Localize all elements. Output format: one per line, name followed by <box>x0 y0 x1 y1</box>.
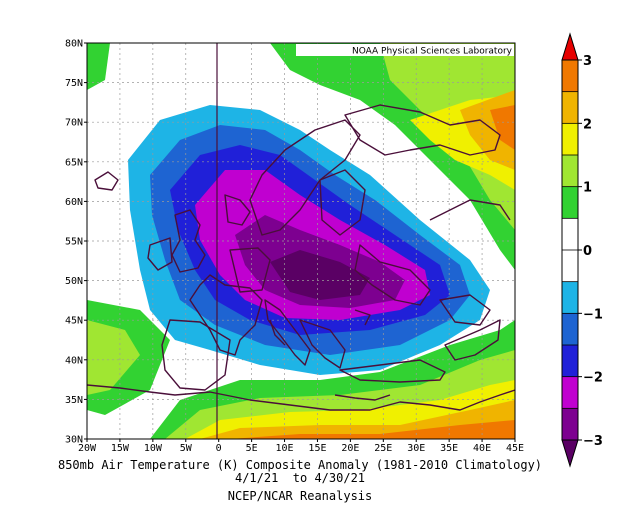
lon-tick-label: 15W <box>111 443 130 454</box>
lat-tick-label: 80N <box>65 39 83 50</box>
lon-tick-label: 35E <box>440 443 458 454</box>
latitude-axis-labels: 30N 35N 40N 45N 50N 55N 60N 65N 70N 75N 80N <box>65 39 87 446</box>
lon-tick-label: 25E <box>374 443 392 454</box>
caption-title: 850mb Air Temperature (K) Composite Anom… <box>57 458 543 472</box>
lat-tick-label: 70N <box>65 118 83 129</box>
lon-tick-label: 20W <box>78 443 97 454</box>
map-panel: NOAA Physical Sciences Laboratory <box>87 43 515 439</box>
colorbar-swatch <box>562 376 578 409</box>
colorbar-label: −1 <box>583 307 603 322</box>
lon-tick-label: 40E <box>473 443 491 454</box>
colorbar-swatch <box>562 186 578 219</box>
credit-text: NOAA Physical Sciences Laboratory <box>352 47 513 57</box>
lat-tick-label: 35N <box>65 395 83 406</box>
colorbar-swatch <box>562 218 578 250</box>
lon-tick-label: 45E <box>506 443 524 454</box>
colorbar-swatch <box>562 91 578 124</box>
lon-tick-label: 0 <box>216 443 222 454</box>
colorbar-label: 3 <box>583 54 592 69</box>
colorbar-swatch <box>562 281 578 314</box>
colorbar: 3 2 1 0 −1 −2 −3 <box>561 32 603 468</box>
colorbar-label: 1 <box>583 181 592 196</box>
colorbar-swatch <box>562 123 578 155</box>
cold-anomaly-fill <box>128 105 490 375</box>
credit-box <box>296 44 514 56</box>
lon-tick-label: 20E <box>341 443 359 454</box>
caption-source: NCEP/NCAR Reanalysis <box>227 489 373 503</box>
caption-date-range: 4/1/21 to 4/30/21 <box>234 471 366 485</box>
lon-tick-label: 5E <box>246 443 258 454</box>
lon-tick-label: 30E <box>407 443 425 454</box>
lon-tick-label: 15E <box>308 443 326 454</box>
colorbar-top-arrow <box>561 32 579 61</box>
lat-tick-label: 45N <box>65 316 83 327</box>
lat-tick-label: 30N <box>65 435 83 446</box>
colorbar-swatch <box>562 60 578 92</box>
lat-tick-label: 50N <box>65 276 83 287</box>
colorbar-label: 2 <box>583 117 592 132</box>
colorbar-swatch <box>562 313 578 345</box>
coastlines <box>87 104 515 411</box>
lon-tick-label: 5W <box>180 443 193 454</box>
colorbar-label: −2 <box>583 371 603 386</box>
colorbar-swatch <box>562 408 578 440</box>
lat-tick-label: 40N <box>65 355 83 366</box>
colorbar-label: 0 <box>583 244 592 259</box>
lon-tick-label: 10E <box>276 443 294 454</box>
colorbar-swatch <box>562 345 578 377</box>
lat-tick-label: 60N <box>65 197 83 208</box>
lat-tick-label: 65N <box>65 157 83 168</box>
lat-tick-label: 75N <box>65 78 83 89</box>
colorbar-swatch <box>562 250 578 282</box>
lon-tick-label: 10W <box>144 443 163 454</box>
lat-tick-label: 55N <box>65 237 83 248</box>
colorbar-label: −3 <box>583 434 603 449</box>
longitude-axis-labels: 20W 15W 10W 5W 0 5E 10E 15E 20E 25E 30E 35E 40E 45E <box>78 439 524 454</box>
colorbar-swatch <box>562 155 578 187</box>
